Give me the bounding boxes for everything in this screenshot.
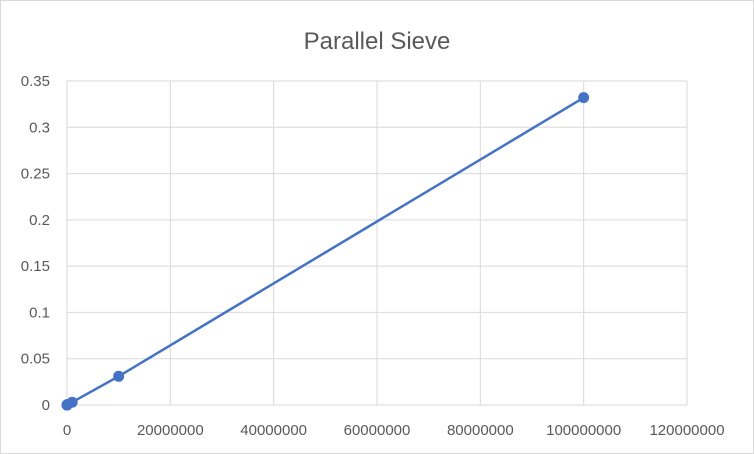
y-tick-label: 0.35	[21, 73, 50, 90]
x-tick-label: 60000000	[344, 422, 411, 439]
data-point	[66, 396, 78, 408]
y-axis-tick-labels: 0 0.05 0.1 0.15 0.2 0.25 0.3 0.35	[21, 73, 50, 414]
x-tick-label: 80000000	[447, 422, 514, 439]
x-tick-label: 20000000	[137, 422, 204, 439]
y-tick-label: 0.2	[29, 212, 50, 229]
y-tick-label: 0.05	[21, 351, 50, 368]
y-tick-label: 0.3	[29, 119, 50, 136]
series-group	[61, 92, 590, 411]
x-tick-label: 100000000	[546, 422, 621, 439]
y-tick-label: 0.15	[21, 258, 50, 275]
gridlines	[66, 80, 688, 406]
chart-title: Parallel Sieve	[304, 28, 451, 55]
x-tick-label: 40000000	[240, 422, 307, 439]
y-tick-label: 0.1	[29, 304, 50, 321]
x-axis-tick-labels: 0 20000000 40000000 60000000 80000000 1000000…	[63, 422, 725, 439]
y-tick-label: 0.25	[21, 166, 50, 183]
data-point	[578, 92, 590, 104]
x-tick-label: 0	[63, 422, 71, 439]
y-tick-label: 0	[42, 397, 50, 414]
x-tick-label: 120000000	[649, 422, 724, 439]
data-point	[113, 370, 125, 382]
